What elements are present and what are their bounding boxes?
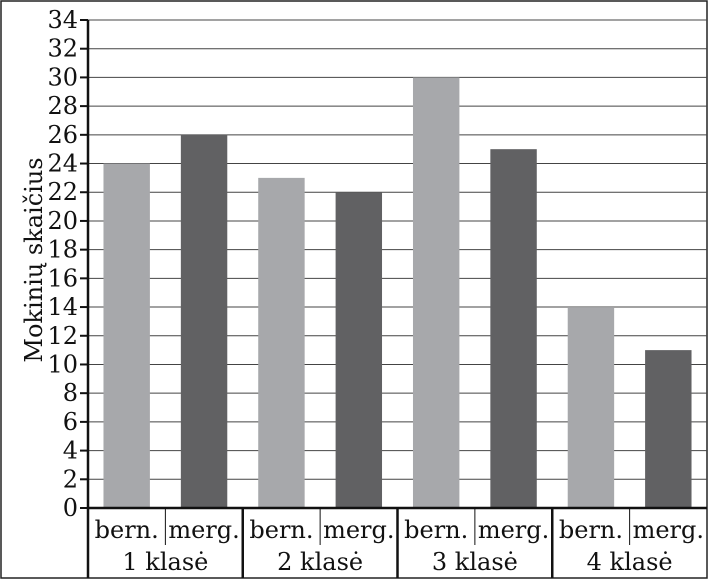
x-tick-label: merg. <box>478 516 549 544</box>
y-tick-label: 32 <box>47 35 78 63</box>
y-tick-label: 6 <box>63 408 78 436</box>
y-tick-label: 18 <box>47 236 78 264</box>
bar <box>258 177 305 508</box>
bar <box>412 77 460 508</box>
y-tick-label: 28 <box>47 92 78 120</box>
y-tick-label: 8 <box>63 379 78 407</box>
y-tick-label: 30 <box>47 63 78 91</box>
y-tick-label: 34 <box>47 6 78 34</box>
x-tick-label: merg. <box>633 516 704 544</box>
y-axis-label: Mokinių skaičius <box>20 157 48 362</box>
x-group-label: 1 klasė <box>122 548 208 576</box>
y-tick-label: 14 <box>47 293 78 321</box>
bar <box>103 163 150 508</box>
bars <box>103 77 692 509</box>
y-tick-label: 0 <box>63 494 78 522</box>
y-tick-label: 4 <box>63 437 78 465</box>
y-tick-label: 10 <box>47 350 78 378</box>
x-group-label: 4 klasė <box>587 548 673 576</box>
bar <box>490 149 537 509</box>
x-group-label: 3 klasė <box>432 548 518 576</box>
x-tick-label: bern. <box>249 516 313 544</box>
x-category-labels: bern. merg. bern. merg. bern. merg. bern. merg.… <box>95 516 704 576</box>
y-tick-label: 16 <box>47 264 78 292</box>
y-tick-label: 2 <box>63 465 78 493</box>
bar <box>335 192 383 508</box>
y-tick-label: 12 <box>47 322 78 350</box>
y-tick-label: 20 <box>47 207 78 235</box>
y-tick-label: 26 <box>47 121 78 149</box>
y-tick-label: 24 <box>47 150 78 178</box>
x-tick-label: bern. <box>559 516 623 544</box>
x-tick-label: bern. <box>95 516 159 544</box>
x-tick-label: bern. <box>404 516 468 544</box>
x-tick-label: merg. <box>168 516 239 544</box>
x-group-label: 2 klasė <box>277 548 363 576</box>
x-tick-label: merg. <box>323 516 394 544</box>
bar <box>645 350 692 508</box>
bar <box>567 307 615 508</box>
axes <box>80 19 707 578</box>
bar <box>180 134 228 508</box>
y-tick-label: 22 <box>47 178 78 206</box>
